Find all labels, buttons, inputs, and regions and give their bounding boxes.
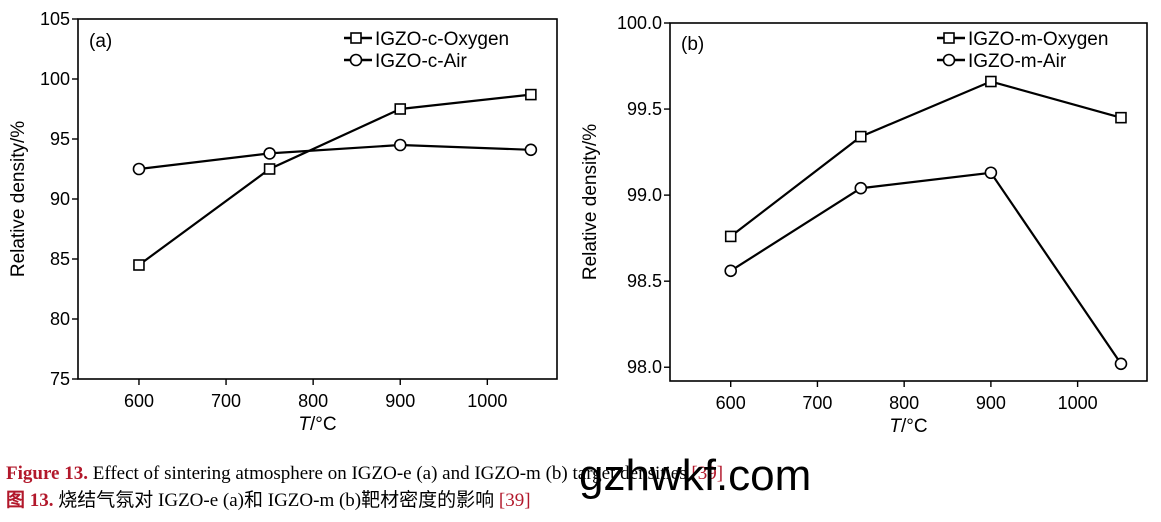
caption-zh-text: 烧结气氛对 IGZO-e (a)和 IGZO-m (b)靶材密度的影响 <box>58 490 495 511</box>
panel-b-legend-label-1: IGZO-m-Air <box>968 51 1067 72</box>
caption-zh-label: 图 13. <box>6 490 54 511</box>
panel-b-y-axis-label: Relative density/% <box>580 124 601 280</box>
panel-a-x-tick-label: 1000 <box>467 391 507 411</box>
panel-b-y-tick-label: 100.0 <box>617 13 662 33</box>
panel-a-x-tick-label: 900 <box>385 391 415 411</box>
caption-en-label: Figure 13. <box>6 463 88 484</box>
panel-b-legend-marker-1 <box>942 53 956 67</box>
panel-b-series-0-point <box>985 75 997 88</box>
caption-en-text: Effect of sintering atmosphere on IGZO-e… <box>92 463 687 484</box>
panel-a-y-tick-label: 95 <box>50 129 70 149</box>
caption-zh-reference[interactable]: [39] <box>498 490 531 511</box>
panel-b-x-tick-label: 800 <box>889 393 919 413</box>
figure: 600 700 800 900 10007580859095100105T/°CRela… <box>8 9 1148 437</box>
panel-b-legend-marker-0 <box>943 32 955 44</box>
panel-b-plot-frame <box>669 22 1148 382</box>
panel-a-legend-marker-0 <box>350 32 362 44</box>
panel-b-legend-label-0: IGZO-m-Oxygen <box>968 29 1108 50</box>
panel-a-series-1-point <box>263 147 276 160</box>
panel-b-series-1-point <box>1114 357 1128 371</box>
panel-a-y-tick-label: 90 <box>50 189 70 209</box>
panel-b-series-0-line <box>730 80 1122 238</box>
panel-b-chart: 600 700 800 900 1000 98.0 98.5 99.0 99.5 100.0 T/°… <box>580 13 1148 437</box>
panel-a-chart: 600 700 800 900 1000 75 80 85 90 95 100 105 T/°C Rela… <box>8 9 558 435</box>
panel-a-y-axis-label: Relative density/% <box>8 121 29 277</box>
caption-en-reference[interactable]: [39] <box>691 463 724 484</box>
panel-b-panel-label: (b) <box>681 34 704 55</box>
panel-b-series-0-point <box>854 130 867 143</box>
panel-a-y-tick-label: 80 <box>50 309 70 329</box>
panel-a-y-tick-label: 100 <box>40 69 70 89</box>
panel-a-series-1-point <box>393 138 407 152</box>
panel-a-series-0-point <box>133 259 145 271</box>
panel-a-series-1-point <box>524 143 538 157</box>
panel-b-series-1-point <box>724 264 738 278</box>
caption-chinese: 图 13. 烧结气氛对 IGZO-e (a)和 IGZO-m (b)靶材密度的影… <box>6 490 531 512</box>
panel-a-x-tick-label: 600 <box>124 391 154 411</box>
panel-b-series-0-point <box>1115 111 1127 124</box>
panel-a-x-axis-label-var: T <box>298 414 311 435</box>
panel-a-legend-label-1: IGZO-c-Air <box>375 51 467 72</box>
panel-b-x-axis-label: T/°C <box>889 416 927 437</box>
panel-a-x-axis-label: T/°C <box>298 414 336 435</box>
panel-a-series-1-line <box>138 143 531 171</box>
panel-a-plot-frame <box>77 18 558 380</box>
panel-a-series-1-point <box>132 162 146 176</box>
panel-b-series-0-point <box>724 230 737 243</box>
panel-b-series-1-point <box>984 166 998 180</box>
panel-b-y-tick-label: 98.0 <box>627 357 662 377</box>
panel-a-x-tick-label: 800 <box>298 391 328 411</box>
panel-a-x-tick-label: 700 <box>211 391 241 411</box>
panel-a-series-0-point <box>394 103 407 115</box>
panel-a-y-tick-label: 85 <box>50 249 70 269</box>
panel-b-x-tick-label: 700 <box>802 393 832 413</box>
panel-a-legend-label-0: IGZO-c-Oxygen <box>375 29 509 50</box>
panel-b-x-tick-label: 900 <box>976 393 1006 413</box>
panel-b-series-1-line <box>730 171 1122 365</box>
panel-b-y-tick-label: 98.5 <box>627 271 662 291</box>
panel-a-y-tick-label: 75 <box>50 369 70 389</box>
panel-b-x-axis-label-unit: /°C <box>901 416 928 437</box>
panel-a-series-0-point <box>525 88 537 101</box>
panel-b-y-tick-label: 99.0 <box>627 185 662 205</box>
panel-a-legend-marker-1 <box>349 53 363 67</box>
caption-english: Figure 13. Effect of sintering atmospher… <box>6 463 723 485</box>
panel-b-series-1-point <box>854 181 868 195</box>
panel-b-y-tick-label: 99.5 <box>627 99 662 119</box>
panel-a-series-0-line <box>138 93 531 266</box>
panel-a-panel-label: (a) <box>89 31 112 52</box>
watermark-text: gzhwkf.com <box>579 451 812 500</box>
panel-a-y-tick-label: 105 <box>40 9 70 29</box>
panel-b-x-axis-label-var: T <box>889 416 902 437</box>
panel-b-x-tick-label: 600 <box>716 393 746 413</box>
panel-a-series-0-point <box>263 163 276 175</box>
panel-a-x-axis-label-unit: /°C <box>310 414 337 435</box>
panel-b-x-tick-label: 1000 <box>1058 393 1098 413</box>
